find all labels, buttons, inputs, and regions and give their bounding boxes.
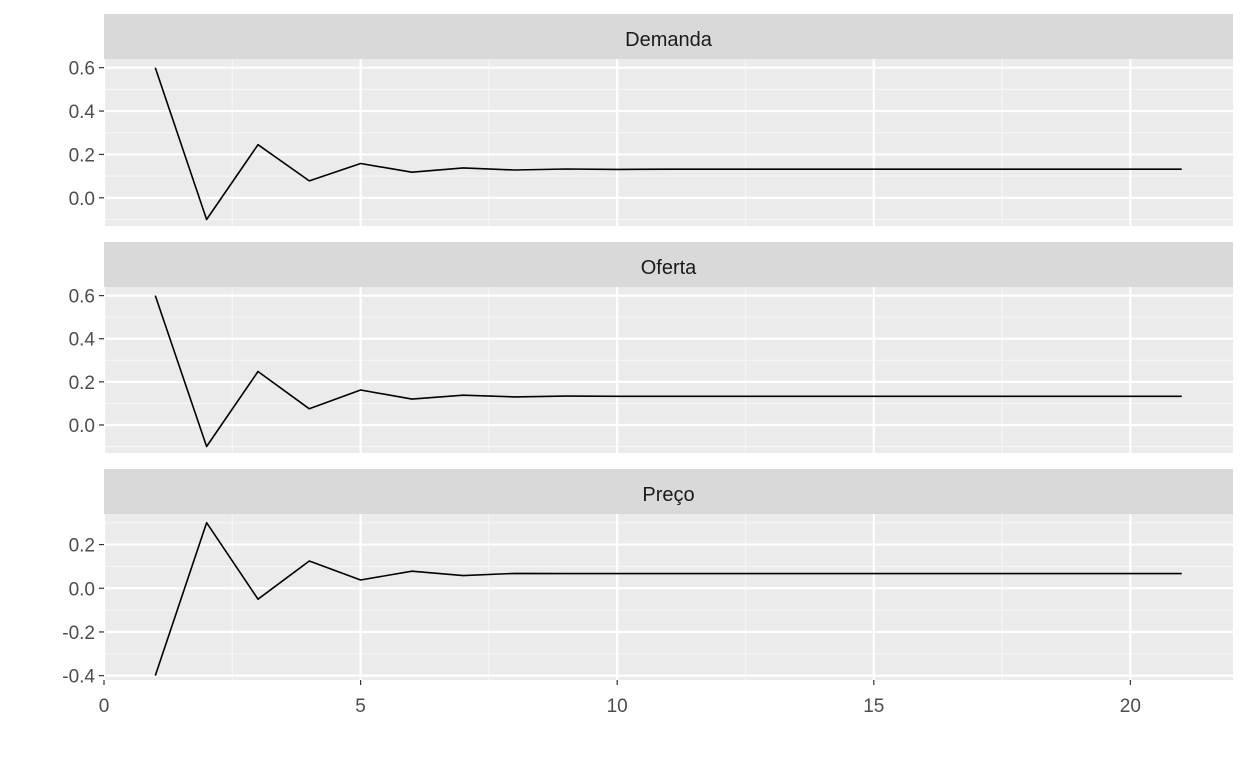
y-tick-label: 0.0 [69, 416, 95, 437]
x-tick-label: 20 [1120, 696, 1141, 717]
facet-panel-1: Demanda 0.0 0.2 0.4 0.6 [69, 14, 1233, 226]
y-tick-label: -0.2 [62, 623, 95, 644]
facet-strip-label: Oferta [641, 257, 697, 279]
y-tick-label: 0.6 [69, 59, 95, 80]
y-tick-label: 0.2 [69, 536, 95, 557]
y-tick-label: 0.4 [69, 330, 96, 351]
facet-strip-label: Demanda [625, 29, 713, 51]
y-tick-label: -0.4 [62, 667, 95, 688]
y-tick-label: 0.0 [69, 189, 95, 210]
facet-strip-label: Preço [642, 484, 694, 506]
y-tick-label: 0.2 [69, 373, 95, 394]
facet-panel-3: Preço -0.4 -0.2 0.0 0.2 [62, 469, 1233, 688]
panel-background [104, 514, 1233, 680]
panel-background [104, 287, 1233, 453]
x-tick-label: 5 [355, 696, 366, 717]
x-axis: 0 5 10 15 20 [99, 680, 1141, 717]
y-tick-label: 0.6 [69, 287, 95, 308]
y-tick-label: 0.2 [69, 145, 95, 166]
facet-panel-2: Oferta 0.0 0.2 0.4 0.6 [69, 242, 1233, 453]
x-tick-label: 15 [863, 696, 884, 717]
y-tick-label: 0.4 [69, 102, 96, 123]
panel-background [104, 59, 1233, 226]
x-tick-label: 10 [607, 696, 628, 717]
y-tick-label: 0.0 [69, 579, 95, 600]
facet-strip [104, 469, 1233, 514]
facet-strip [104, 242, 1233, 287]
x-tick-label: 0 [99, 696, 110, 717]
facet-strip [104, 14, 1233, 59]
